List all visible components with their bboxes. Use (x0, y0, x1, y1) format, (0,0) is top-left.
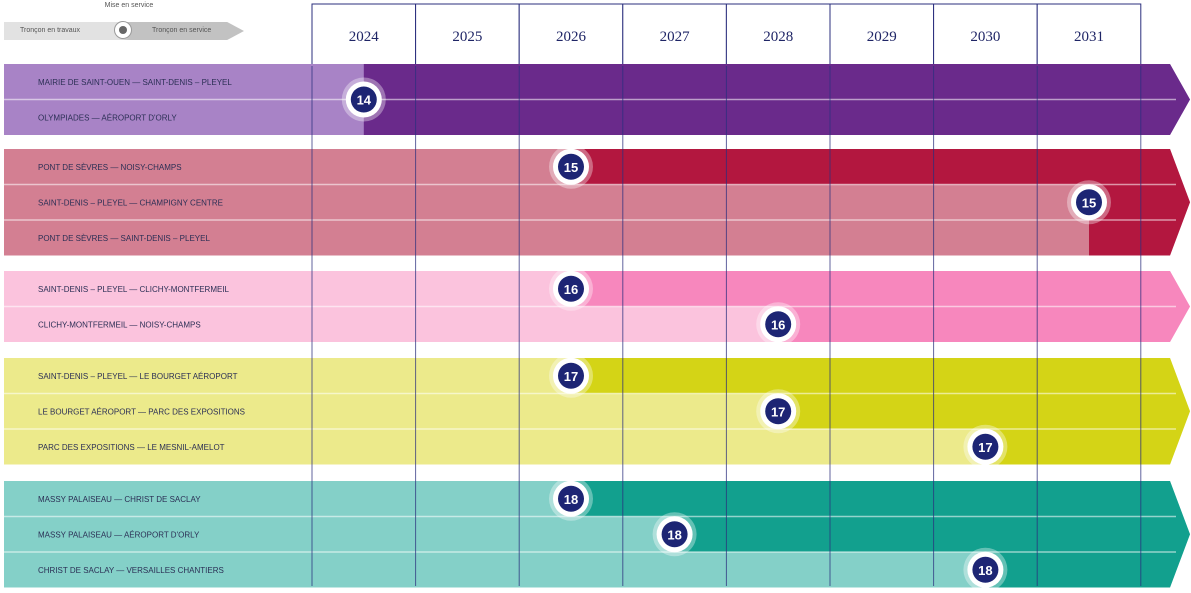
section-label: MAIRIE DE SAINT-OUEN — SAINT-DENIS – PLE… (38, 78, 232, 87)
section-label: SAINT-DENIS – PLEYEL — LE BOURGET AÉROPO… (38, 372, 238, 381)
badge-label: 18 (564, 492, 578, 507)
line-18-badge (661, 521, 688, 548)
badge-label: 16 (564, 282, 578, 297)
badge-label: 18 (978, 563, 992, 578)
line-15-badge (558, 153, 584, 180)
year-label: 2028 (763, 29, 793, 45)
year-label: 2025 (452, 29, 482, 45)
line-17-badge (765, 398, 792, 425)
badge-label: 14 (357, 93, 372, 108)
line-16-badge (558, 275, 584, 302)
section-label: PONT DE SÈVRES — SAINT-DENIS – PLEYEL (38, 234, 210, 243)
year-label: 2027 (660, 29, 691, 45)
year-label: 2029 (867, 29, 897, 45)
legend: Mise en service Tronçon en travaux Tronç… (4, 2, 248, 42)
section-label: SAINT-DENIS – PLEYEL — CLICHY-MONTFERMEI… (38, 285, 230, 294)
section-label: OLYMPIADES — AÉROPORT D'ORLY (38, 113, 177, 122)
line-17-badge (558, 362, 584, 389)
section-label: PARC DES EXPOSITIONS — LE MESNIL-AMELOT (38, 443, 225, 452)
line-14-badge (350, 86, 377, 113)
section-label: CHRIST DE SACLAY — VERSAILLES CHANTIERS (38, 566, 224, 575)
line-16-badge (765, 311, 792, 338)
line-18-badge (558, 485, 584, 512)
year-label: 2026 (556, 29, 587, 45)
line-15-in-service-band (571, 149, 1190, 256)
year-header-cell (725, 3, 831, 67)
section-label: LE BOURGET AÉROPORT — PARC DES EXPOSITIO… (38, 407, 245, 416)
line-17-badge (972, 433, 999, 460)
line-15-group: PONT DE SÈVRES — NOISY-CHAMPS SAINT-DENIS… (4, 149, 1190, 256)
line-18-group: MASSY PALAISEAU — CHRIST DE SACLAY MASSY … (4, 481, 1190, 588)
line-16-group: SAINT-DENIS – PLEYEL — CLICHY-MONTFERMEI… (4, 271, 1190, 342)
line-18-badge (972, 556, 999, 583)
year-label: 2031 (1074, 29, 1104, 45)
badge-label: 18 (667, 527, 681, 542)
legend-title: Mise en service (104, 2, 154, 9)
legend-under-construction-label: Tronçon en travaux (20, 27, 81, 34)
section-label: SAINT-DENIS – PLEYEL — CHAMPIGNY CENTRE (38, 198, 223, 207)
legend-in-service-label: Tronçon en service (152, 27, 212, 34)
section-label: PONT DE SÈVRES — NOISY-CHAMPS (38, 163, 182, 172)
badge-label: 15 (564, 160, 578, 175)
section-label: CLICHY-MONTFERMEIL — NOISY-CHAMPS (38, 320, 201, 329)
line-17-group: SAINT-DENIS – PLEYEL — LE BOURGET AÉROPO… (4, 358, 1190, 465)
line-18-in-service-band (571, 481, 1190, 588)
badge-label: 16 (771, 317, 785, 332)
legend-status-knob (114, 21, 132, 39)
section-label: MASSY PALAISEAU — AÉROPORT D'ORLY (38, 530, 200, 539)
line-17-in-service-band (571, 358, 1190, 465)
year-header-cell (933, 3, 1038, 67)
year-header-cell (1036, 3, 1142, 67)
line-15-badge (1076, 189, 1102, 216)
badge-label: 15 (1082, 195, 1096, 210)
year-header-cell (622, 3, 727, 67)
year-label: 2030 (970, 29, 1000, 45)
badge-label: 17 (564, 369, 578, 384)
badge-label: 17 (978, 440, 992, 455)
year-header-cell (829, 3, 935, 67)
badge-label: 17 (771, 404, 785, 419)
section-label: MASSY PALAISEAU — CHRIST DE SACLAY (38, 495, 201, 504)
year-label: 2024 (349, 29, 380, 45)
line-14-group: MAIRIE DE SAINT-OUEN — SAINT-DENIS – PLE… (4, 64, 1190, 135)
